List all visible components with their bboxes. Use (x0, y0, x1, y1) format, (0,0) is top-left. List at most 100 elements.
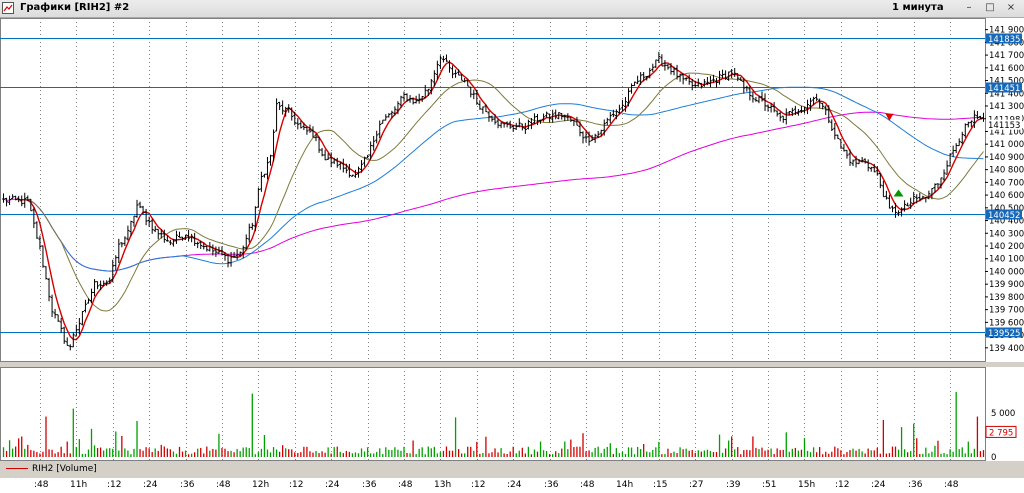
price-bar (818, 98, 822, 109)
price-bar (906, 202, 910, 207)
price-bar (265, 156, 269, 180)
price-bar (903, 200, 907, 212)
price-bar (11, 194, 15, 199)
minimize-button[interactable]: – (966, 2, 972, 13)
price-bar (83, 299, 87, 313)
price-bar (915, 194, 919, 204)
price-bar (484, 104, 488, 113)
price-bar (117, 238, 121, 264)
price-bar (824, 105, 828, 116)
price-bar (281, 100, 285, 115)
timeframe-label[interactable]: 1 минута (892, 2, 944, 13)
price-bar (32, 207, 36, 229)
price-bar (417, 93, 421, 104)
price-bar (387, 113, 391, 118)
price-bar (878, 173, 882, 189)
price-bar (872, 163, 876, 173)
price-bar (508, 120, 512, 129)
price-bar (887, 194, 891, 209)
level-tag (986, 82, 1022, 93)
price-bar (168, 239, 172, 246)
price-bar (763, 93, 767, 111)
price-bar (448, 60, 452, 73)
price-bar (463, 78, 467, 83)
price-y-label: 140 500 (989, 204, 1024, 214)
price-bar (111, 259, 115, 283)
price-bar (951, 145, 955, 157)
price-bar (408, 95, 412, 103)
price-bar (529, 117, 533, 130)
price-y-label: 141 700 (989, 51, 1024, 61)
price-bar (269, 154, 273, 166)
price-bar (454, 69, 458, 78)
time-axis: :48 11h:12:24:36:48 12h:12:24:36:48 13h:12:… (0, 478, 1024, 493)
close-button[interactable]: × (1006, 2, 1016, 13)
price-bar (827, 105, 831, 124)
price-panel-bg (0, 18, 1024, 362)
price-bar (718, 70, 722, 85)
price-bar (499, 122, 503, 129)
price-bar (262, 173, 266, 178)
price-bar (86, 298, 90, 304)
price-bar (123, 236, 127, 246)
price-bar (760, 91, 764, 102)
price-bar (114, 255, 118, 271)
price-bar (769, 103, 773, 113)
price-bar (220, 246, 224, 256)
price-bar (602, 119, 606, 136)
volume-chart[interactable]: 5 000 0 2 795 (0, 367, 1024, 461)
price-bar (972, 110, 976, 129)
price-bar (569, 117, 573, 123)
price-bar (147, 216, 151, 227)
price-bar (29, 198, 33, 212)
price-bar (693, 80, 697, 89)
price-y-label: 139 800 (989, 293, 1024, 303)
price-bar (702, 78, 706, 87)
price-bar (721, 69, 725, 79)
price-bar (469, 86, 473, 98)
price-bar (144, 208, 148, 226)
time-axis-label: :12 (471, 480, 486, 490)
price-bar (363, 156, 367, 167)
price-bar (957, 138, 961, 147)
price-bar (129, 220, 133, 237)
price-bar (105, 280, 109, 286)
level-tag-label: 141835 (988, 35, 1020, 45)
price-bar (296, 118, 300, 130)
volume-legend: RIH2 [Volume] (6, 464, 97, 476)
price-bar (514, 122, 518, 130)
price-bar (799, 106, 803, 114)
price-bar (857, 159, 861, 165)
price-bar (648, 67, 652, 79)
price-bar (918, 192, 922, 202)
price-bar (933, 183, 937, 193)
price-bar (502, 122, 506, 128)
price-y-label: 141 100 (989, 127, 1024, 137)
price-bar (44, 266, 48, 280)
price-bar (669, 63, 673, 75)
price-bar (633, 81, 637, 87)
price-bar (539, 119, 543, 124)
price-bar (429, 79, 433, 95)
price-bar (323, 149, 327, 161)
price-y-label: 140 700 (989, 178, 1024, 188)
price-bar (866, 159, 870, 172)
price-bar (77, 318, 81, 335)
price-bar (833, 122, 837, 140)
price-bar (714, 77, 718, 88)
time-axis-label: :48 (580, 480, 595, 490)
price-bar (423, 85, 427, 99)
price-bar (411, 97, 415, 105)
price-bar (523, 122, 527, 134)
price-bar (53, 308, 57, 319)
time-axis-label: :36 (908, 480, 923, 490)
price-bar (393, 106, 397, 116)
price-bar (390, 110, 394, 119)
time-axis-label: :12 (835, 480, 850, 490)
price-bar (654, 59, 658, 69)
price-bar (93, 279, 97, 297)
price-bar (290, 107, 294, 121)
maximize-button[interactable]: □ (985, 2, 995, 13)
price-bar (921, 195, 925, 199)
